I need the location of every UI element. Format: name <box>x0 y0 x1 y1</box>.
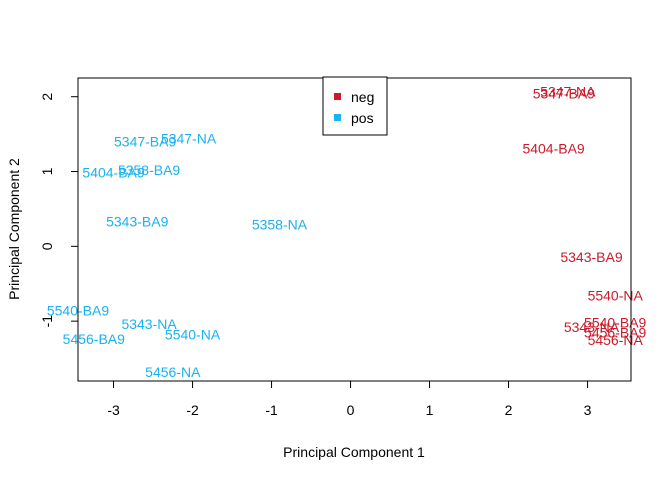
legend-label-neg: neg <box>351 89 374 105</box>
point-label-pos: 5404-BA9 <box>82 164 144 180</box>
x-tick-label: 0 <box>347 402 355 418</box>
legend-label-pos: pos <box>351 110 374 126</box>
point-label-pos: 5343-BA9 <box>106 214 168 230</box>
y-tick-label: 2 <box>39 93 55 101</box>
point-label-pos: 5456-NA <box>145 364 201 380</box>
x-tick-label: -3 <box>107 402 120 418</box>
y-tick-label: 1 <box>39 167 55 175</box>
y-tick-label: 0 <box>39 242 55 250</box>
point-label-neg: 5347-BA9 <box>533 86 595 102</box>
legend: neg pos <box>322 76 388 136</box>
x-tick-label: 1 <box>426 402 434 418</box>
legend-swatch-pos <box>334 114 341 121</box>
point-label-pos: 5343-NA <box>121 316 177 332</box>
point-label-pos: 5358-NA <box>252 217 308 233</box>
y-axis-label: Principal Component 2 <box>6 158 22 300</box>
point-label-pos: 5456-BA9 <box>63 331 125 347</box>
x-axis-label: Principal Component 1 <box>283 444 425 460</box>
point-label-pos: 5358-BA9 <box>118 162 180 178</box>
x-tick-label: -1 <box>265 402 278 418</box>
point-label-pos: 5347-NA <box>161 131 217 147</box>
point-label-neg: 5456-NA <box>588 332 644 348</box>
point-label-pos: 5347-BA9 <box>114 134 176 150</box>
x-tick-label: 2 <box>505 402 513 418</box>
x-tick-label: -2 <box>186 402 199 418</box>
point-label-neg: 5343-BA9 <box>560 249 622 265</box>
legend-box <box>322 76 388 136</box>
y-tick-label: -1 <box>39 315 55 328</box>
x-tick-label: 3 <box>584 402 592 418</box>
point-label-neg: 5347-NA <box>540 83 596 99</box>
point-label-neg: 5404-BA9 <box>522 140 584 156</box>
axes-ticks: -3 -2 -1 0 1 2 3 -1 0 1 2 <box>39 93 592 418</box>
point-label-neg: 5343-NA <box>564 319 620 335</box>
legend-swatch-neg <box>334 93 341 100</box>
point-label-pos: 5540-NA <box>165 327 221 343</box>
point-label-neg: 5540-NA <box>588 288 644 304</box>
